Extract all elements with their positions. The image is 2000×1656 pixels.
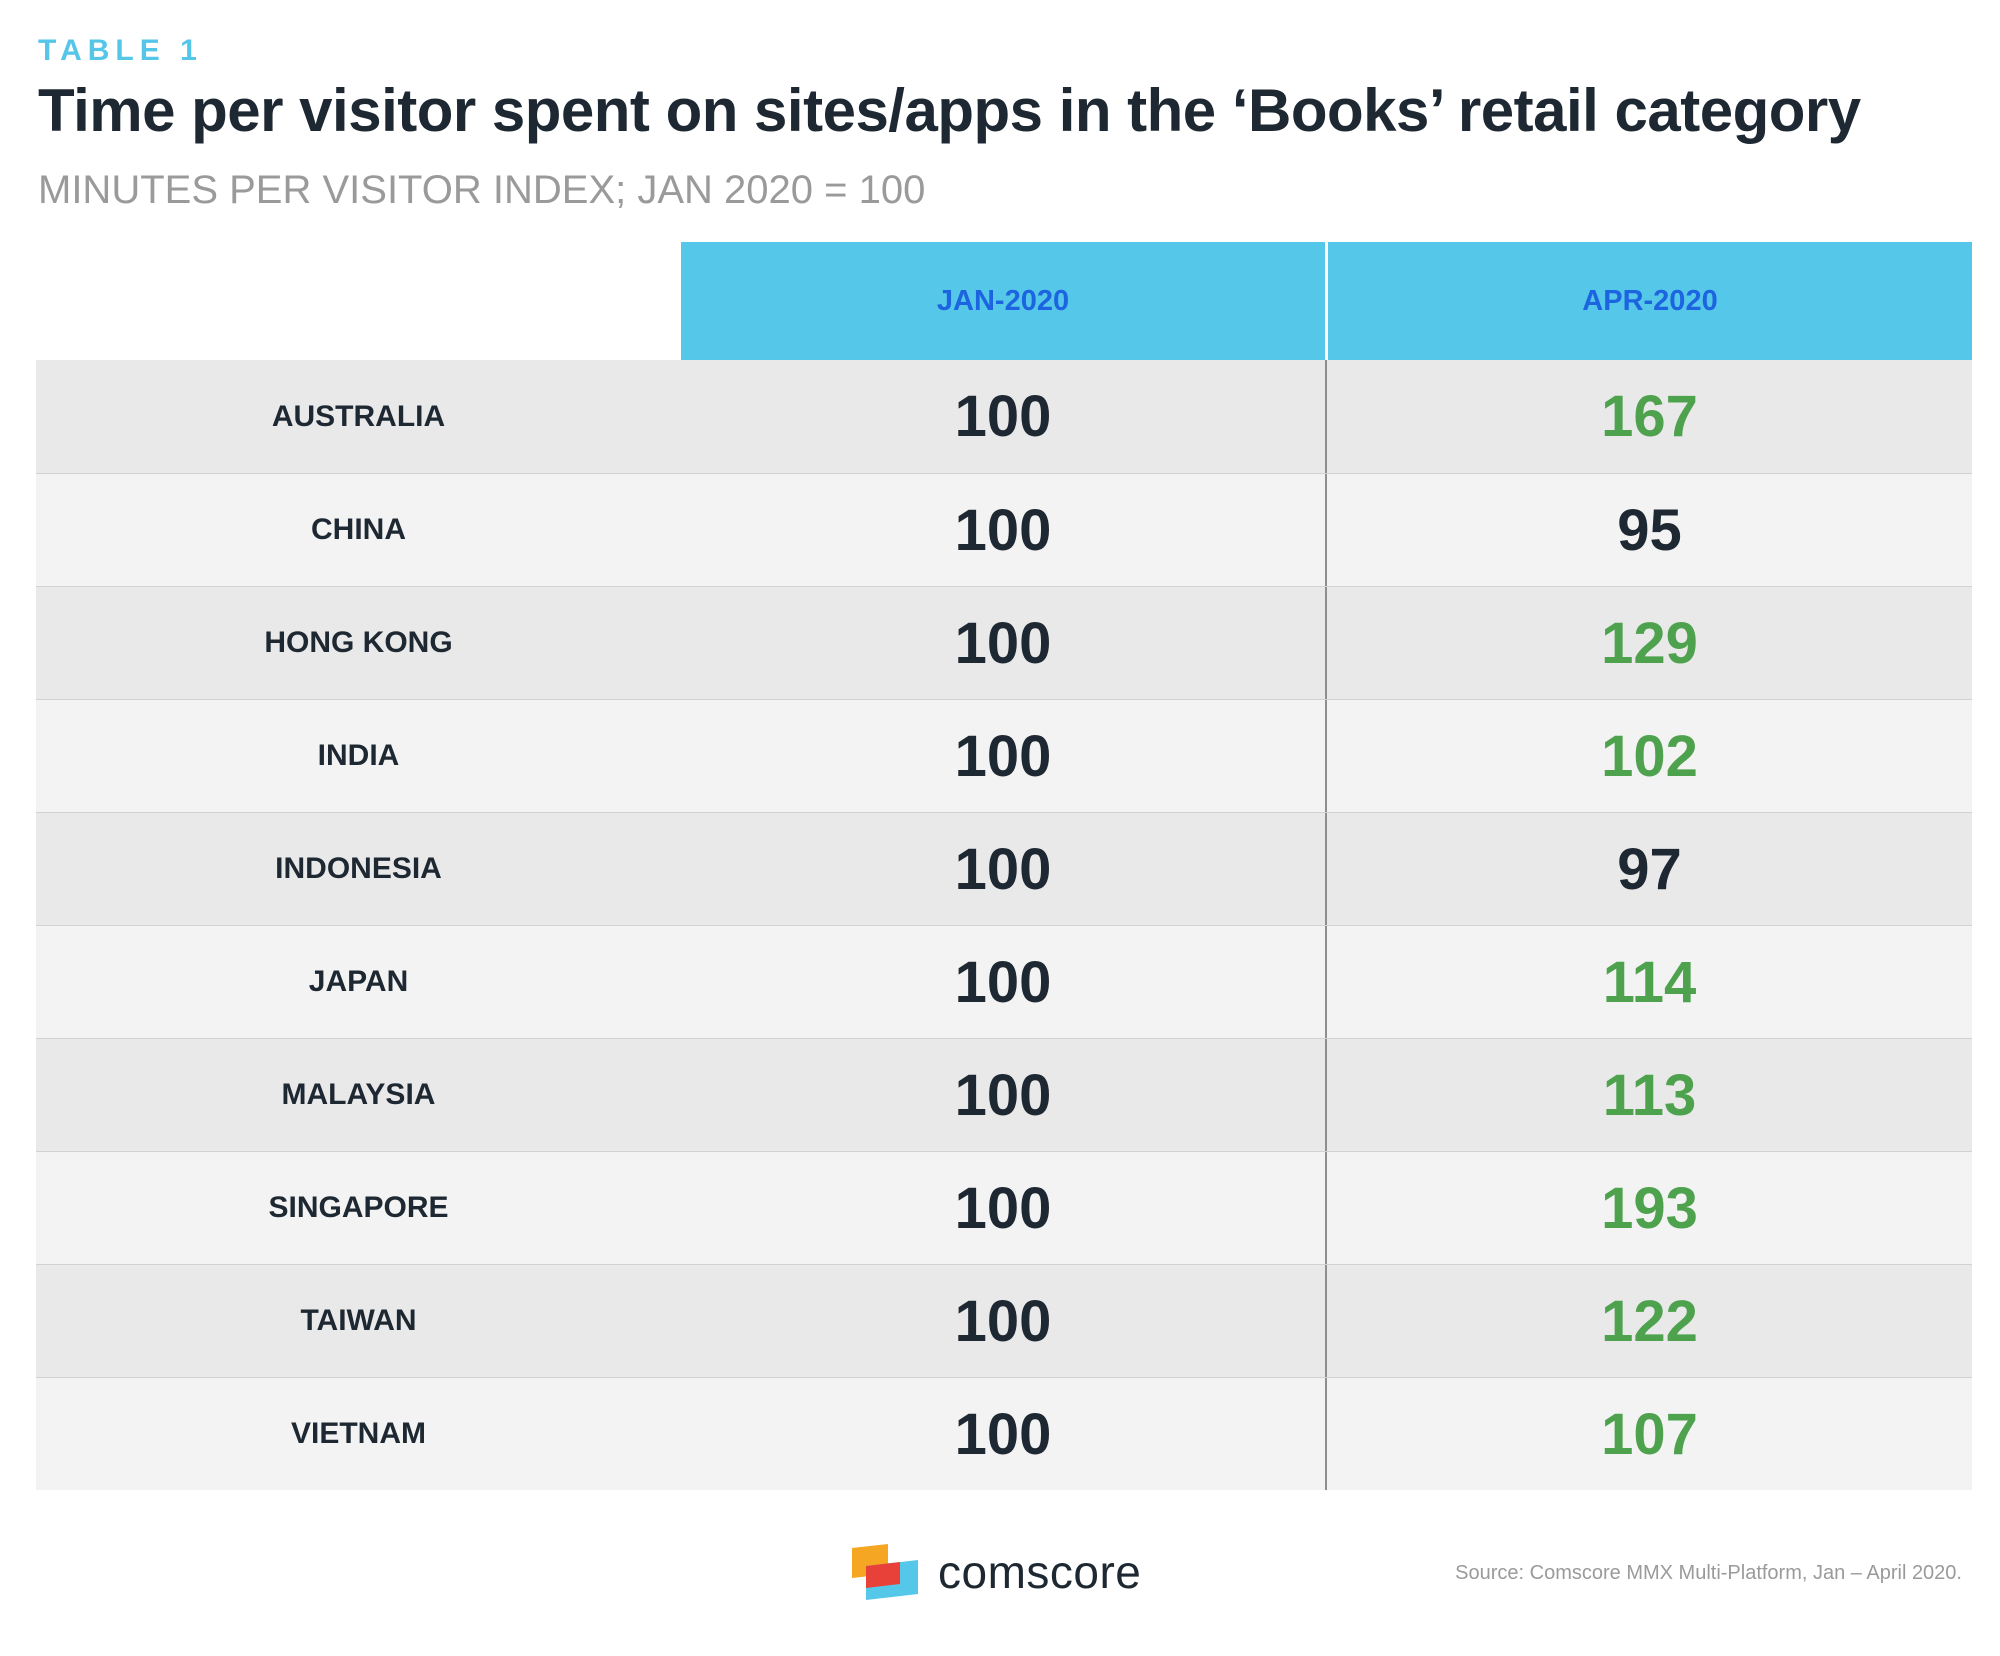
table-body: AUSTRALIA 100 167 CHINA 100 95 HONG KONG 100 129… bbox=[36, 360, 1972, 1490]
table-row: VIETNAM 100 107 bbox=[36, 1377, 1972, 1490]
country-label: JAPAN bbox=[308, 965, 409, 998]
apr-2020-value: 113 bbox=[1602, 1062, 1697, 1128]
table-row: MALAYSIA 100 113 bbox=[36, 1038, 1972, 1151]
table-header: JAN-2020 APR-2020 bbox=[36, 242, 1972, 360]
column-divider bbox=[1325, 926, 1327, 1038]
source-note: Source: Comscore MMX Multi-Platform, Jan… bbox=[1455, 1562, 1962, 1584]
table-row: INDIA 100 102 bbox=[36, 699, 1972, 812]
column-divider bbox=[1325, 1152, 1327, 1264]
table-row: JAPAN 100 114 bbox=[36, 925, 1972, 1038]
jan-2020-value: 100 bbox=[954, 1062, 1052, 1128]
country-label: HONG KONG bbox=[264, 626, 453, 659]
apr-2020-value: 97 bbox=[1617, 836, 1682, 902]
column-divider bbox=[1325, 1039, 1327, 1151]
jan-2020-value: 100 bbox=[954, 610, 1052, 676]
country-label: AUSTRALIA bbox=[271, 399, 446, 433]
jan-2020-value: 100 bbox=[954, 1175, 1052, 1241]
jan-2020-value: 100 bbox=[954, 836, 1052, 902]
table-row: AUSTRALIA 100 167 bbox=[36, 360, 1972, 473]
jan-2020-value: 100 bbox=[954, 384, 1052, 449]
column-divider bbox=[1325, 813, 1327, 925]
column-divider bbox=[1325, 474, 1327, 586]
apr-2020-value: 129 bbox=[1601, 610, 1698, 676]
jan-2020-value: 100 bbox=[954, 1288, 1052, 1354]
country-label: INDONESIA bbox=[275, 852, 442, 885]
country-label: INDIA bbox=[317, 739, 400, 772]
apr-2020-value: 193 bbox=[1601, 1175, 1698, 1241]
page-title: Time per visitor spent on sites/apps in … bbox=[38, 77, 1861, 144]
country-label: CHINA bbox=[311, 513, 406, 546]
page-subtitle: MINUTES PER VISITOR INDEX; JAN 2020 = 10… bbox=[38, 168, 926, 212]
apr-2020-value: 95 bbox=[1617, 497, 1682, 563]
data-table: JAN-2020 APR-2020 AUSTRALIA 100 167 CHINA 10… bbox=[36, 242, 1972, 1490]
table-label: TABLE 1 bbox=[38, 34, 203, 67]
apr-2020-value: 102 bbox=[1601, 723, 1698, 789]
table-row: TAIWAN 100 122 bbox=[36, 1264, 1972, 1377]
country-label: TAIWAN bbox=[300, 1304, 417, 1337]
comscore-logo-icon bbox=[852, 1544, 918, 1600]
column-divider bbox=[1325, 587, 1327, 699]
column-header-jan-2020: JAN-2020 bbox=[681, 242, 1325, 360]
jan-2020-value: 100 bbox=[954, 1401, 1052, 1467]
column-divider bbox=[1325, 700, 1327, 812]
apr-2020-value: 122 bbox=[1601, 1288, 1698, 1354]
jan-2020-value: 100 bbox=[954, 949, 1052, 1015]
column-divider bbox=[1325, 1265, 1327, 1377]
header-divider bbox=[1325, 242, 1328, 360]
country-label: SINGAPORE bbox=[268, 1191, 449, 1224]
column-header-apr-2020: APR-2020 bbox=[1328, 242, 1972, 360]
table-row: CHINA 100 95 bbox=[36, 473, 1972, 586]
country-label: MALAYSIA bbox=[281, 1078, 436, 1111]
jan-2020-value: 100 bbox=[954, 497, 1052, 563]
apr-2020-value: 114 bbox=[1602, 949, 1697, 1015]
jan-2020-value: 100 bbox=[954, 723, 1052, 789]
column-divider bbox=[1325, 1378, 1327, 1490]
logo-red-shape bbox=[866, 1562, 900, 1588]
table-row: HONG KONG 100 129 bbox=[36, 586, 1972, 699]
logo-text: comscore bbox=[938, 1546, 1142, 1598]
country-label: VIETNAM bbox=[291, 1417, 426, 1450]
apr-2020-value: 107 bbox=[1601, 1401, 1698, 1467]
comscore-logo: comscore bbox=[852, 1544, 1141, 1600]
apr-2020-value: 167 bbox=[1601, 384, 1698, 449]
table-row: INDONESIA 100 97 bbox=[36, 812, 1972, 925]
column-divider bbox=[1325, 360, 1327, 473]
table-row: SINGAPORE 100 193 bbox=[36, 1151, 1972, 1264]
